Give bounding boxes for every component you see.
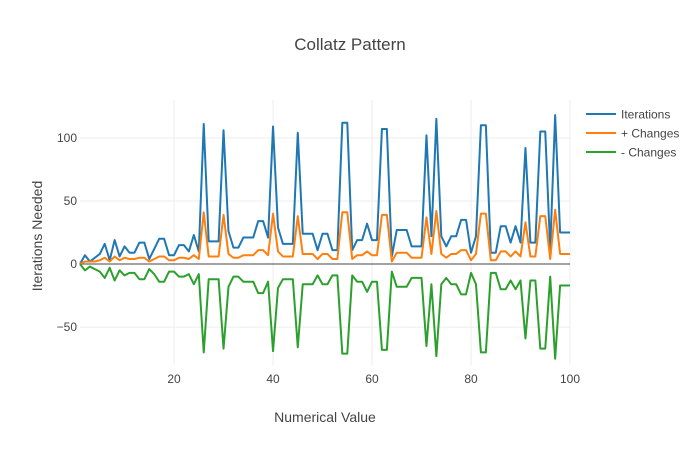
series-layer <box>79 114 570 360</box>
legend[interactable]: Iterations + Changes - Changes <box>586 108 679 160</box>
series-line-plus-changes <box>79 208 570 265</box>
grid-layer <box>80 100 571 365</box>
x-tick-label: 60 <box>365 372 379 386</box>
y-axis-title: Iterations Needed <box>29 181 45 292</box>
series-line-minus-changes <box>79 263 570 360</box>
series-line-iterations <box>79 114 570 265</box>
x-tick-label: 40 <box>266 372 280 386</box>
legend-label-iterations: Iterations <box>621 108 670 122</box>
x-tick-label: 100 <box>560 372 580 386</box>
y-tick-label: 100 <box>57 131 77 145</box>
legend-item-minus-changes[interactable]: - Changes <box>586 146 676 160</box>
y-tick-label: −50 <box>57 320 78 334</box>
legend-item-iterations[interactable]: Iterations <box>586 108 670 122</box>
x-tick-label: 80 <box>464 372 478 386</box>
legend-label-plus-changes: + Changes <box>621 127 679 141</box>
y-tick-label: 0 <box>70 257 77 271</box>
x-axis-title: Numerical Value <box>274 409 376 425</box>
y-tick-label: 50 <box>64 194 78 208</box>
tick-layer: 20 40 60 80 100 −50 0 50 100 <box>57 131 581 386</box>
legend-label-minus-changes: - Changes <box>621 146 676 160</box>
chart-title: Collatz Pattern <box>294 35 406 54</box>
legend-item-plus-changes[interactable]: + Changes <box>586 127 679 141</box>
x-tick-label: 20 <box>167 372 181 386</box>
